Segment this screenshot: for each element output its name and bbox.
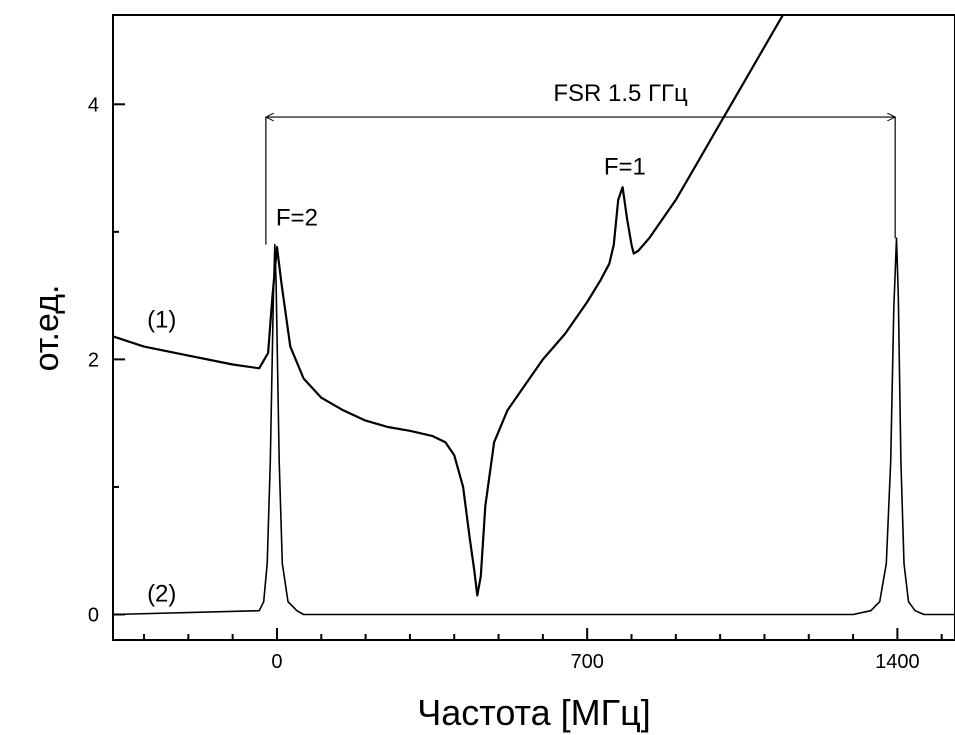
y-tick-label: 2: [88, 349, 99, 371]
y-tick-label: 4: [88, 94, 99, 116]
x-tick-label: 1400: [875, 651, 920, 673]
x-tick-label: 700: [570, 651, 603, 673]
series-line-2: [113, 237, 955, 616]
plot-frame: [112, 14, 955, 641]
annotation-layer: FSR 1.5 ГГц F=2 F=1 (1) (2): [147, 80, 895, 608]
x-tick-label: 0: [271, 651, 282, 673]
y-axis-ticks: 0 2 4: [88, 94, 125, 626]
y-axis-title: от.ед.: [28, 285, 66, 372]
f2-label: F=2: [276, 204, 318, 231]
series-2-label: (2): [147, 581, 176, 608]
series-line-1: [113, 15, 785, 597]
fsr-label: FSR 1.5 ГГц: [553, 80, 688, 107]
x-axis-ticks: 0 700 1400: [143, 628, 943, 673]
x-axis-title: Частота [МГц]: [417, 692, 651, 733]
y-tick-label: 0: [88, 604, 99, 626]
series-1-label: (1): [147, 307, 176, 334]
f1-label: F=1: [604, 153, 646, 180]
series-layer: [113, 15, 955, 616]
